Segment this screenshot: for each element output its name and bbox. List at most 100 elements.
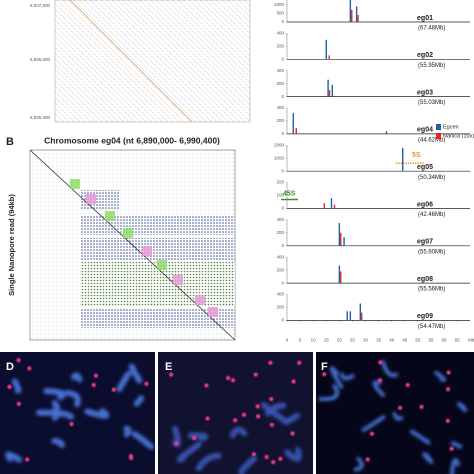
y-tick-label: 0: [281, 243, 284, 248]
dot-line: [177, 0, 250, 73]
signal: [419, 404, 424, 409]
chart-subtitle: (42.46Mb): [418, 212, 445, 218]
signal: [205, 416, 210, 421]
y-tick-label: 0: [281, 318, 284, 323]
signal: [129, 456, 134, 461]
dot-line: [100, 0, 224, 122]
chart-title: eg01: [417, 15, 433, 22]
signal: [192, 436, 197, 441]
panel-label: D: [6, 361, 14, 373]
dot-line: [55, 3, 174, 122]
dot-line: [62, 0, 185, 122]
spike: [340, 232, 342, 246]
y-tick-label: 0: [281, 19, 284, 24]
x-tick-label: 40: [389, 338, 395, 343]
chromosome: [260, 402, 289, 425]
chromosome: [361, 415, 386, 432]
signal: [255, 404, 260, 409]
y-tick-label: 0: [281, 131, 284, 136]
chromosome: [51, 410, 75, 421]
dot-line: [55, 19, 158, 122]
spike: [346, 311, 348, 321]
chromosome: [422, 452, 434, 465]
dotplot-a: [55, 0, 250, 122]
signals: [322, 360, 454, 462]
dot-line: [144, 0, 250, 106]
x-tick-label: 60: [442, 338, 448, 343]
spike: [295, 128, 297, 134]
signal: [144, 381, 149, 386]
dot-line: [55, 25, 152, 122]
signal: [174, 441, 179, 446]
dot-line: [84, 0, 207, 122]
dot-line: [55, 85, 92, 122]
x-tick-label: 10: [311, 338, 317, 343]
dot-line: [55, 80, 97, 122]
x-tick-label: 35: [376, 338, 382, 343]
y-tick-label: 0: [281, 280, 284, 285]
chart-subtitle: (54.47Mb): [418, 324, 445, 330]
signal: [446, 387, 451, 392]
dot-line: [55, 74, 103, 122]
chart-title: eg08: [417, 276, 433, 283]
chart-title: eg09: [417, 313, 433, 320]
chromosome: [133, 395, 145, 407]
signal: [169, 372, 174, 377]
chart-title: eg03: [417, 89, 433, 96]
y-tick-label: 200: [276, 230, 284, 235]
legend-label: Egcen: [443, 124, 459, 130]
dot-line: [78, 0, 202, 122]
signal: [251, 452, 256, 457]
dot-line: [221, 0, 250, 29]
spike: [323, 203, 325, 209]
y-tick-label: 1000: [274, 2, 285, 7]
signal: [365, 457, 370, 462]
y-tick-label: 200: [276, 180, 284, 185]
chromosome: [131, 431, 155, 450]
x-tick-label: 50: [415, 338, 421, 343]
panel-label: E: [165, 361, 172, 373]
signal: [27, 366, 32, 371]
chromosome: [51, 437, 65, 449]
x-axis-label: Mb: [468, 338, 474, 343]
repeat-block: [80, 215, 235, 235]
diagonal-square: [142, 246, 152, 256]
spike: [340, 271, 342, 284]
chromosome: [457, 401, 468, 412]
diagonal-square: [195, 295, 205, 305]
chromosome: [64, 389, 81, 408]
spike: [338, 223, 341, 246]
chart-subtitle: (55.60Mb): [418, 249, 445, 255]
x-tick-label: 30: [363, 338, 369, 343]
signal: [378, 378, 383, 383]
chart-subtitle: (55.95Mb): [418, 63, 445, 69]
y-tick-label: 100: [276, 193, 284, 198]
y-tick-label: 200: [276, 118, 284, 123]
spike: [357, 15, 359, 22]
dot-line: [117, 0, 240, 122]
dot-line: [55, 69, 108, 122]
dot-line: [55, 36, 141, 122]
chromosome: [329, 366, 344, 389]
legend-label: Nanica (10x): [443, 133, 474, 139]
signal: [25, 457, 30, 462]
y-tick-label: 1000: [274, 155, 285, 160]
signal: [268, 360, 273, 365]
signal: [378, 360, 383, 365]
chromosome: [353, 457, 364, 472]
signal: [446, 370, 451, 375]
chart-subtitle: (44.62Mb): [418, 137, 445, 143]
spike: [402, 147, 404, 172]
spike: [360, 312, 363, 321]
tick-label: 6,935,000: [30, 115, 51, 120]
dot-line: [155, 0, 250, 95]
signal: [269, 422, 274, 427]
dot-line: [166, 0, 250, 84]
chart-title: eg02: [417, 52, 433, 59]
micrographs: [0, 352, 474, 474]
signal: [93, 373, 98, 378]
chromosome: [392, 411, 404, 421]
chromosomes: [5, 363, 155, 463]
x-tick-label: 45: [402, 338, 408, 343]
dot-line: [55, 41, 136, 122]
